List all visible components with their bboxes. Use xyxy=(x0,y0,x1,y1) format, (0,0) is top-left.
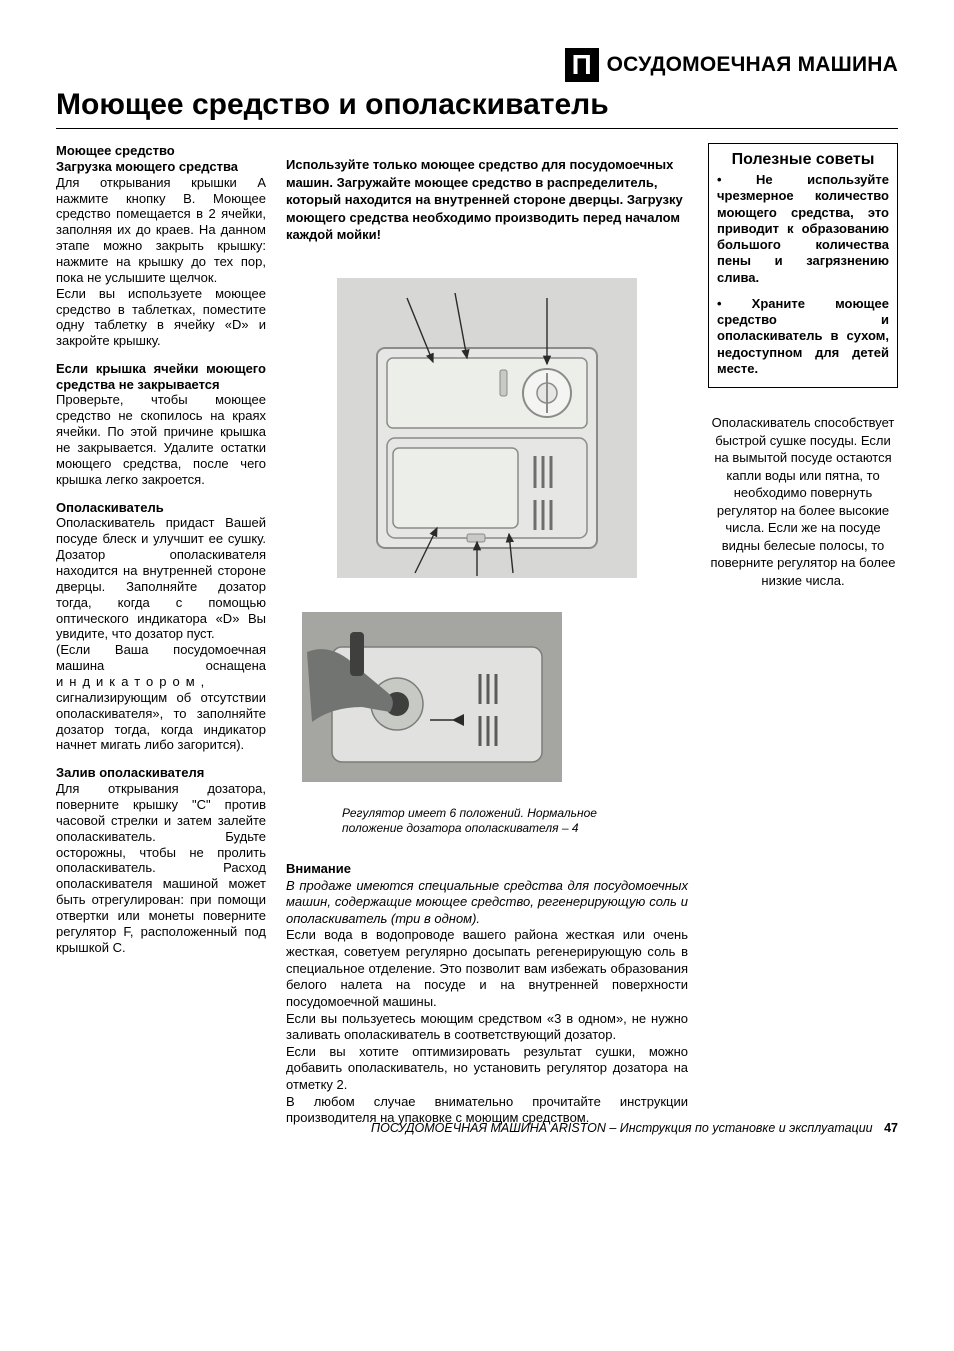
section-heading-detergent: Моющее средство xyxy=(56,143,266,159)
section-heading-fill: Залив ополаскивателя xyxy=(56,765,266,781)
paragraph: Если вы используете моющее средство в та… xyxy=(56,286,266,349)
paragraph: Для открывания крышки A нажмите кнопку B… xyxy=(56,175,266,286)
figure-dispenser xyxy=(337,278,637,578)
attention-block: Внимание В продаже имеются специальные с… xyxy=(286,861,688,1127)
footer-brand: ПОСУДОМОЕЧНАЯ МАШИНА ARISTON – Инструкци… xyxy=(371,1121,873,1135)
paragraph: (Если Ваша посудомоечная машина оснащена… xyxy=(56,642,266,753)
section-heading-lid: Если крышка ячейки моющего средства не з… xyxy=(56,361,266,392)
paragraph: Для открывания дозатора, поверните крышк… xyxy=(56,781,266,955)
section-heading-rinse: Ополаскиватель xyxy=(56,500,266,516)
tip-item: • Храните моющее средство и ополаскивате… xyxy=(717,296,889,377)
attention-heading: Внимание xyxy=(286,861,688,878)
page-number: 47 xyxy=(884,1121,898,1135)
paragraph: Если вы хотите оптимизировать результат … xyxy=(286,1044,688,1094)
middle-column: Используйте только моющее средство для п… xyxy=(286,143,688,1127)
paragraph: Если вы пользуетесь моющим средством «3 … xyxy=(286,1011,688,1044)
category-label: ОСУДОМОЕЧНАЯ МАШИНА xyxy=(607,53,898,77)
attention-italic: В продаже имеются специальные средства д… xyxy=(286,878,688,928)
paragraph: Проверьте, чтобы моющее средство не скоп… xyxy=(56,392,266,487)
paragraph-span: индикатором, xyxy=(56,674,210,689)
footer: ПОСУДОМОЕЧНАЯ МАШИНА ARISTON – Инструкци… xyxy=(371,1121,898,1135)
paragraph: Если вода в водопроводе вашего района же… xyxy=(286,927,688,1010)
header: П ОСУДОМОЕЧНАЯ МАШИНА xyxy=(56,48,898,82)
figure-caption: Регулятор имеет 6 положений. Нормальное … xyxy=(342,806,602,837)
tip-item: • Не используйте чрезмерное количество м… xyxy=(717,172,889,286)
tips-box: Полезные советы • Не используйте чрезмер… xyxy=(708,143,898,388)
paragraph: Ополаскиватель придаст Вашей посуде блес… xyxy=(56,515,266,642)
tips-title: Полезные советы xyxy=(717,150,889,170)
left-column: Моющее средство Загрузка моющего средств… xyxy=(56,143,266,1127)
intro-paragraph: Используйте только моющее средство для п… xyxy=(286,156,688,244)
rinse-note: Ополаскиватель способствует быстрой сушк… xyxy=(708,414,898,589)
paragraph-span: сигнализирующим об отсутствии ополаскива… xyxy=(56,690,266,753)
section-sub-loading: Загрузка моющего средства xyxy=(56,159,266,175)
category-badge: П xyxy=(565,48,599,82)
right-column: Полезные советы • Не используйте чрезмер… xyxy=(708,143,898,1127)
figure-regulator xyxy=(302,612,562,782)
page-title: Моющее средство и ополаскиватель xyxy=(56,88,898,129)
paragraph-span: (Если Ваша посудомоечная машина оснащена xyxy=(56,642,266,673)
